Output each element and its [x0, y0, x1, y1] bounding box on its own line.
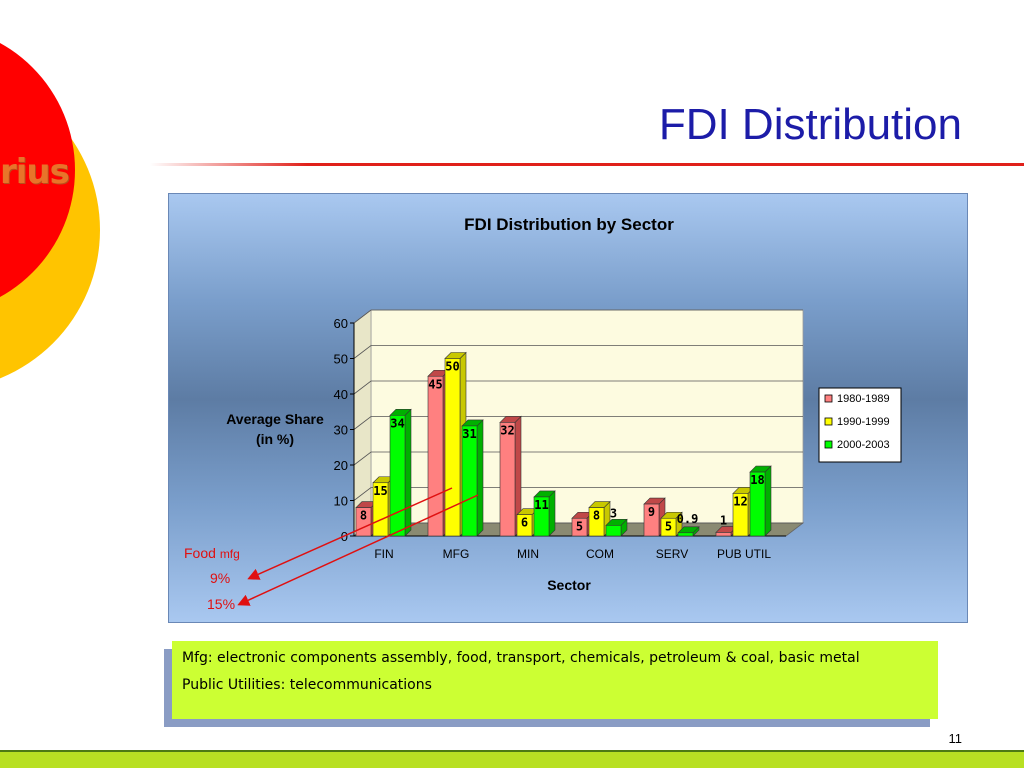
gridline [353, 380, 803, 395]
bar [588, 507, 605, 537]
chart-title: FDI Distribution by Sector [464, 215, 674, 234]
legend-box [818, 387, 902, 463]
data-label: 9 [648, 505, 655, 519]
data-label: 12 [733, 494, 747, 508]
data-label: 5 [665, 519, 672, 533]
data-label: 1 [720, 513, 727, 527]
bar-chart: 010203040506081534FIN455031MFG32611MIN58… [226, 215, 902, 593]
y-tick-label: 0 [341, 529, 348, 544]
bar [389, 415, 406, 537]
x-tick-label: FIN [374, 547, 393, 561]
bar [444, 358, 461, 537]
data-label: 8 [360, 509, 367, 523]
note-mfg: Mfg: electronic components assembly, foo… [182, 650, 860, 666]
decorative-circles [0, 43, 100, 379]
data-label: 15 [373, 484, 387, 498]
y-tick-label: 40 [334, 387, 348, 402]
data-label: 6 [521, 516, 528, 530]
data-label: 18 [750, 473, 764, 487]
gridline [353, 451, 803, 466]
food-share-1990s: 15% [207, 596, 236, 612]
legend-label: 1980-1989 [837, 393, 890, 405]
data-label: 5 [576, 519, 583, 533]
bar [749, 471, 766, 537]
bar [499, 422, 516, 537]
legend-swatch [824, 440, 833, 449]
gridline [353, 345, 803, 359]
data-label: 0.9 [677, 512, 699, 526]
legend-swatch [824, 417, 833, 426]
bar [605, 525, 622, 537]
page-number: 11 [948, 731, 963, 746]
bar [643, 503, 660, 537]
data-label: 31 [462, 427, 476, 441]
x-tick-label: COM [586, 547, 614, 561]
notes-box: Mfg: electronic components assembly, foo… [172, 641, 938, 719]
legend-swatch [824, 394, 833, 403]
y-tick-label: 60 [334, 316, 348, 331]
bar-side [404, 408, 412, 537]
food-annotation: Food mfg [184, 545, 240, 561]
title-divider [150, 163, 1024, 166]
legend-label: 1990-1999 [837, 416, 890, 428]
data-label: 45 [428, 377, 442, 391]
y-tick-label: 50 [334, 352, 348, 367]
bar [516, 514, 533, 537]
chart-frame: 0 10 20 30 40 50 60 8 15 34 FIN 45 50 31 MFG 32 6 11 MIN 5 8… [168, 193, 968, 623]
bar [660, 517, 677, 537]
note-public-utilities: Public Utilities: telecommunications [182, 677, 432, 693]
food-share-1980s: 9% [210, 570, 231, 586]
data-label: 8 [593, 509, 600, 523]
x-tick-label: SERV [656, 547, 688, 561]
bar [533, 496, 550, 537]
data-label: 50 [445, 360, 459, 374]
legend-label: 2000-2003 [837, 439, 890, 451]
gridline [353, 416, 803, 430]
data-label: 11 [534, 498, 548, 512]
data-label: 34 [390, 416, 404, 430]
x-tick-label: MIN [517, 547, 539, 561]
y-axis-title: Average Share (in %) [226, 411, 324, 447]
footer-bar [0, 750, 1024, 768]
company-logo: rius [0, 152, 70, 192]
mfg-label: mfg [219, 547, 240, 561]
y-tick-label: 30 [334, 423, 348, 438]
x-tick-label: PUB UTIL [717, 547, 771, 561]
bar-side [764, 465, 772, 537]
bar [427, 375, 444, 537]
bar [732, 493, 749, 537]
data-label: 3 [610, 506, 617, 520]
slide-title: FDI Distribution [658, 100, 962, 149]
gridline [353, 309, 803, 324]
bar [571, 517, 588, 537]
bar-side [548, 490, 556, 537]
y-tick-label: 10 [334, 494, 348, 509]
logo-text: rius [0, 152, 70, 192]
data-label: 32 [500, 423, 514, 437]
bar-side [476, 419, 484, 537]
x-tick-label: MFG [443, 547, 470, 561]
bar [715, 532, 732, 537]
bar [461, 425, 478, 537]
x-axis-title: Sector [547, 577, 591, 593]
food-label: Food [184, 545, 216, 561]
y-tick-label: 20 [334, 458, 348, 473]
bar [677, 532, 694, 537]
